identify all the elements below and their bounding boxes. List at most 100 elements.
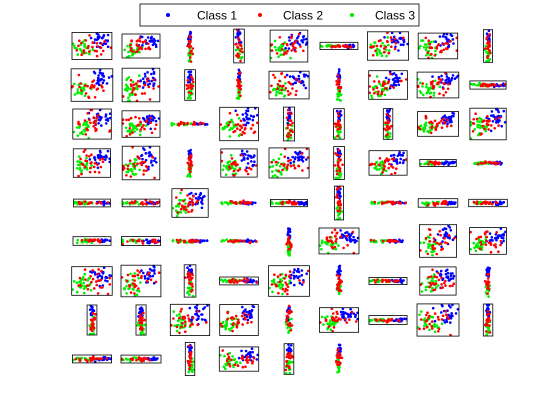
point-class-2: [182, 199, 185, 203]
point-class-2: [389, 85, 392, 88]
point-class-2: [149, 116, 152, 120]
point-class-2: [233, 129, 237, 133]
point-class-2: [233, 173, 236, 177]
point-class-1: [284, 47, 288, 50]
point-class-1: [296, 267, 300, 271]
point-class-2: [183, 207, 186, 210]
point-class-2: [431, 282, 435, 285]
point-class-1: [203, 318, 206, 322]
point-class-3: [78, 163, 82, 167]
subplot-r5-c1: [73, 198, 111, 208]
subplot-axes-box: [72, 108, 112, 140]
point-class-2: [95, 119, 98, 122]
point-class-2: [96, 163, 99, 166]
point-class-1: [294, 81, 298, 85]
point-class-3: [175, 209, 178, 212]
point-class-2: [450, 124, 453, 127]
point-class-1: [234, 36, 238, 39]
subplot-r5-c4: [220, 199, 257, 206]
point-class-2: [487, 40, 490, 43]
subplot-axes-box: [469, 107, 507, 141]
point-class-2: [96, 239, 100, 243]
point-class-3: [84, 46, 88, 49]
point-class-1: [449, 229, 453, 232]
point-class-2: [424, 116, 428, 119]
point-class-2: [97, 268, 100, 271]
point-class-3: [135, 128, 139, 131]
point-class-3: [373, 41, 376, 44]
point-class-2: [186, 314, 190, 317]
point-class-2: [428, 314, 431, 318]
point-class-3: [125, 77, 129, 81]
point-class-3: [432, 94, 436, 97]
point-class-3: [421, 39, 425, 42]
point-class-2: [125, 279, 129, 283]
point-class-1: [143, 274, 147, 278]
point-class-2: [386, 81, 390, 85]
point-class-3: [177, 323, 180, 327]
point-class-2: [290, 324, 294, 327]
point-class-2: [389, 124, 393, 128]
point-class-1: [98, 35, 101, 38]
point-class-2: [185, 87, 189, 90]
point-class-3: [188, 286, 191, 290]
point-class-3: [231, 355, 234, 358]
point-class-1: [500, 202, 503, 206]
point-class-3: [380, 88, 384, 91]
point-class-2: [86, 112, 89, 115]
point-class-2: [96, 272, 100, 276]
point-class-2: [484, 47, 487, 50]
point-class-2: [78, 357, 82, 361]
point-class-1: [200, 206, 204, 210]
point-class-2: [495, 231, 499, 234]
point-class-2: [285, 167, 289, 170]
point-class-3: [137, 276, 140, 280]
point-class-2: [429, 131, 433, 135]
point-class-2: [184, 320, 187, 324]
point-class-2: [84, 92, 88, 95]
point-class-2: [145, 357, 149, 360]
point-class-1: [287, 47, 291, 50]
point-class-1: [189, 30, 192, 34]
point-class-1: [497, 234, 500, 238]
point-class-1: [445, 38, 449, 41]
point-class-2: [384, 278, 387, 282]
point-class-1: [490, 114, 493, 117]
subplot-axes-box: [318, 307, 359, 333]
point-class-2: [285, 283, 289, 286]
point-class-1: [401, 161, 405, 165]
point-class-1: [139, 79, 142, 83]
point-class-2: [385, 113, 389, 116]
point-class-3: [280, 173, 283, 176]
subplot-axes-box: [469, 227, 507, 255]
point-class-2: [279, 273, 282, 277]
point-class-2: [183, 239, 187, 243]
point-class-1: [249, 278, 252, 281]
point-class-3: [473, 246, 476, 250]
point-class-3: [380, 54, 384, 58]
point-class-1: [449, 321, 452, 324]
point-class-2: [189, 351, 193, 354]
point-class-3: [179, 199, 183, 202]
point-class-2: [77, 174, 80, 178]
point-class-2: [294, 93, 298, 97]
point-class-2: [91, 277, 95, 281]
point-class-1: [292, 271, 296, 274]
point-class-3: [424, 48, 428, 52]
point-class-2: [485, 235, 489, 239]
point-class-3: [428, 244, 432, 247]
point-class-2: [446, 87, 450, 91]
point-class-1: [100, 275, 104, 278]
point-class-3: [228, 327, 231, 331]
point-class-3: [80, 86, 83, 89]
subplot-r8-c8: [416, 303, 460, 337]
subplot-axes-box: [468, 198, 508, 208]
point-class-2: [433, 54, 437, 57]
point-class-2: [430, 160, 434, 164]
point-class-2: [146, 80, 149, 83]
point-class-2: [486, 292, 490, 295]
point-class-3: [438, 85, 442, 89]
point-class-2: [88, 155, 91, 158]
point-class-3: [426, 130, 429, 133]
point-class-2: [335, 274, 339, 277]
